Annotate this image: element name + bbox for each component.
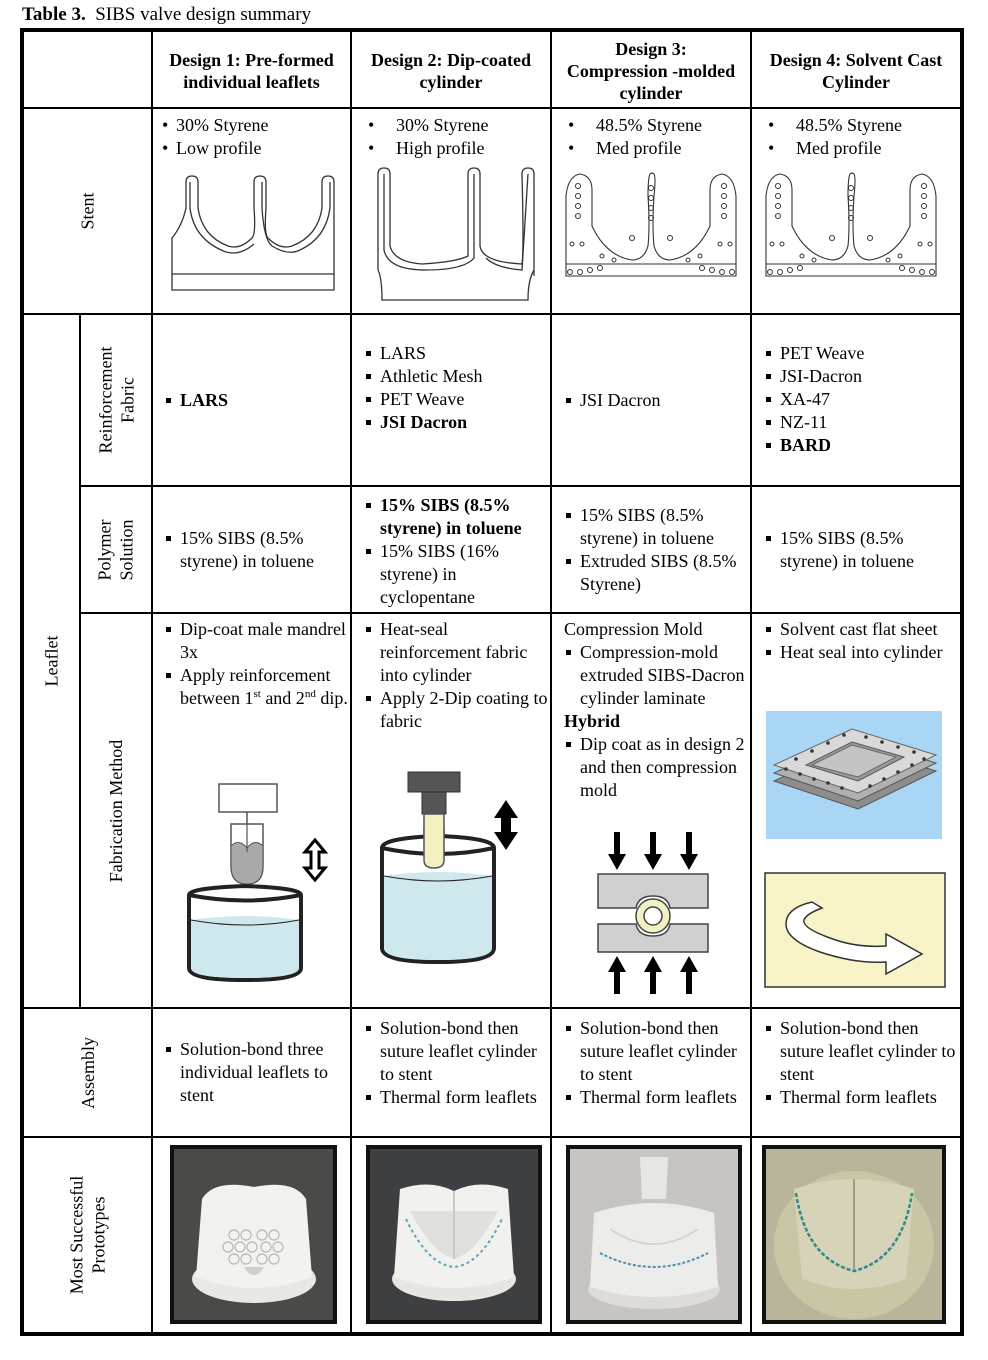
med-profile-stent-drawing-design-3: [565, 172, 737, 277]
polymer-design-1: 15% SIBS (8.5% styrene) in toluene: [164, 487, 348, 612]
row-label-fabrication-method: Fabrication Method: [106, 739, 127, 882]
row-label-prototypes: Most Successful Prototypes: [66, 1175, 109, 1295]
header-design-1: Design 1: Pre-formed individual leaflets: [169, 49, 334, 92]
hybrid-heading: Hybrid: [564, 711, 621, 731]
high-profile-stent-drawing: [377, 167, 535, 301]
row-label-leaflet: Leaflet: [41, 635, 62, 687]
fabrication-design-1: Dip-coat male mandrel 3x Apply reinforce…: [164, 618, 348, 710]
solvent-cast-mold-image: [766, 711, 942, 839]
grid-line: [79, 313, 81, 1007]
reinforcement-design-4: PET Weave JSI-Dacron XA-47 NZ-11 BARD: [764, 342, 956, 457]
grid-line: [79, 612, 960, 614]
grid-line: [24, 107, 960, 109]
med-profile-stent-drawing-design-4: [765, 172, 937, 277]
reinforcement-design-2: LARS Athletic Mesh PET Weave JSI Dacron: [364, 342, 548, 434]
grid-line: [550, 32, 552, 1332]
polymer-design-2: 15% SIBS (8.5% styrene) in toluene 15% S…: [364, 494, 548, 609]
grid-line: [750, 32, 752, 1332]
stent-spec-design-4: 48.5% StyreneMed profile: [756, 114, 956, 160]
row-label-stent: Stent: [77, 192, 98, 230]
prototype-photo-design-2: [366, 1145, 542, 1324]
assembly-design-4: Solution-bond then suture leaflet cylind…: [764, 1017, 956, 1109]
row-label-polymer-solution: Polymer Solution: [94, 518, 137, 581]
prototype-photo-design-1: [170, 1145, 337, 1324]
table-caption: Table 3. SIBS valve design summary: [22, 4, 311, 26]
low-profile-stent-drawing: [171, 175, 335, 291]
dip-coat-mandrel-diagram: [187, 783, 329, 983]
design-summary-table: [20, 28, 964, 1336]
fabrication-design-2: Heat-seal reinforcement fabric into cyli…: [364, 618, 548, 733]
grid-line: [24, 313, 960, 315]
grid-line: [24, 1007, 960, 1009]
header-design-4: Design 4: Solvent Cast Cylinder: [769, 49, 943, 92]
fabrication-design-3: Compression Mold Compression-mold extrud…: [564, 618, 748, 802]
polymer-design-3: 15% SIBS (8.5% styrene) in toluene Extru…: [564, 487, 748, 612]
assembly-design-2: Solution-bond then suture leaflet cylind…: [364, 1017, 548, 1109]
row-label-assembly: Assembly: [77, 1036, 98, 1109]
grid-line: [79, 485, 960, 487]
header-design-2: Design 2: Dip-coated cylinder: [371, 49, 531, 92]
assembly-design-1: Solution-bond three individual leaflets …: [164, 1009, 348, 1136]
dip-coat-cylinder-diagram: [380, 771, 518, 965]
row-label-reinforcement-fabric: Reinforcement Fabric: [95, 346, 137, 454]
prototype-photo-design-3: [566, 1145, 742, 1324]
prototype-photo-design-4: [762, 1145, 946, 1324]
roll-arrow-diagram: [764, 872, 946, 988]
assembly-design-3: Solution-bond then suture leaflet cylind…: [564, 1017, 748, 1109]
table-number: Table 3.: [22, 4, 86, 25]
reinforcement-design-1: LARS: [164, 315, 348, 485]
grid-line: [24, 1136, 960, 1138]
reinforcement-design-3: JSI Dacron: [564, 315, 748, 485]
stent-spec-design-3: 48.5% StyreneMed profile: [556, 114, 746, 160]
grid-line: [151, 32, 153, 1332]
table-title: SIBS valve design summary: [95, 4, 312, 25]
header-design-3: Design 3: Compression -molded cylinder: [566, 38, 736, 103]
compression-mold-heading: Compression Mold: [564, 619, 703, 639]
compression-mold-diagram: [597, 832, 709, 994]
fabrication-design-4: Solvent cast flat sheet Heat seal into c…: [764, 618, 956, 664]
grid-line: [350, 32, 352, 1332]
stent-spec-design-2: 30% StyreneHigh profile: [356, 114, 546, 160]
stent-spec-design-1: 30% StyreneLow profile: [160, 114, 346, 160]
polymer-design-4: 15% SIBS (8.5% styrene) in toluene: [764, 487, 956, 612]
